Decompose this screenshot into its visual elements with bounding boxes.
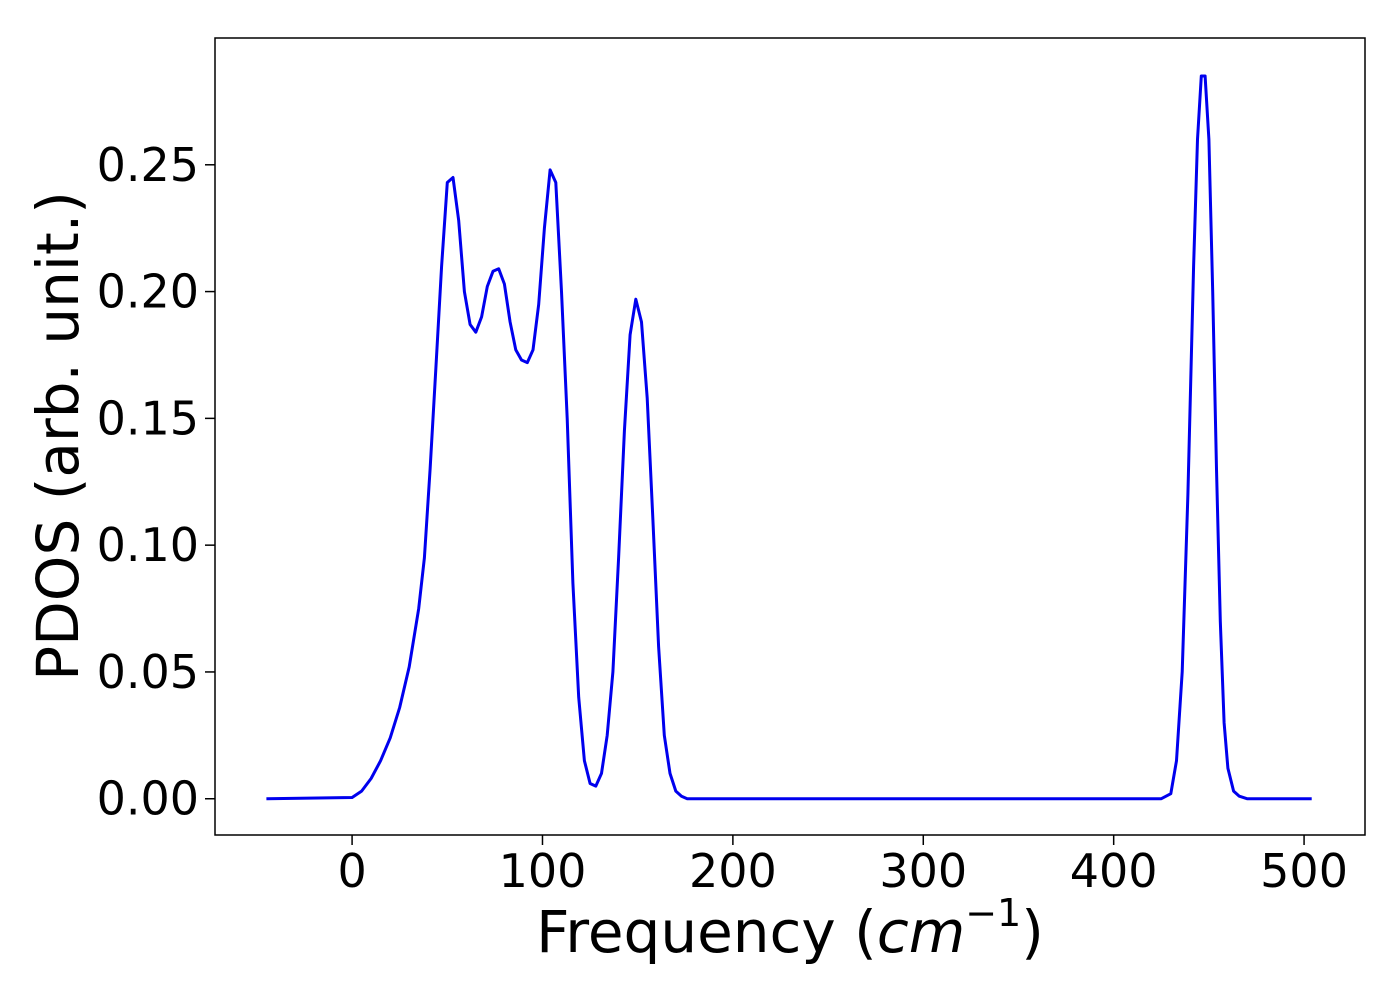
y-tick-label: 0.05: [97, 645, 199, 699]
y-tick-label: 0.15: [97, 391, 199, 445]
x-tick-label: 500: [1260, 844, 1348, 898]
y-axis-label: PDOS (arb. unit.): [24, 191, 92, 681]
y-axis-ticks: 0.00 0.05 0.10 0.15 0.20 0.25: [97, 138, 215, 826]
y-tick-label: 0.20: [97, 265, 199, 319]
y-tick-label: 0.25: [97, 138, 199, 192]
x-axis-label-exponent: −1: [965, 891, 1021, 935]
x-tick-label: 400: [1070, 844, 1158, 898]
x-axis-ticks: 0 100 200 300 400 500: [337, 835, 1348, 898]
y-tick-label: 0.10: [97, 518, 199, 572]
plot-area-frame: [214, 37, 1366, 836]
x-tick-label: 200: [689, 844, 777, 898]
pdos-series-line: [266, 74, 1312, 801]
x-axis-label-unit: cm: [877, 898, 965, 966]
x-tick-label: 100: [499, 844, 587, 898]
x-tick-label: 300: [879, 844, 967, 898]
x-tick-label: 0: [337, 844, 366, 898]
y-tick-label: 0.00: [97, 772, 199, 826]
x-axis-label: Frequency (cm−1): [536, 891, 1044, 966]
